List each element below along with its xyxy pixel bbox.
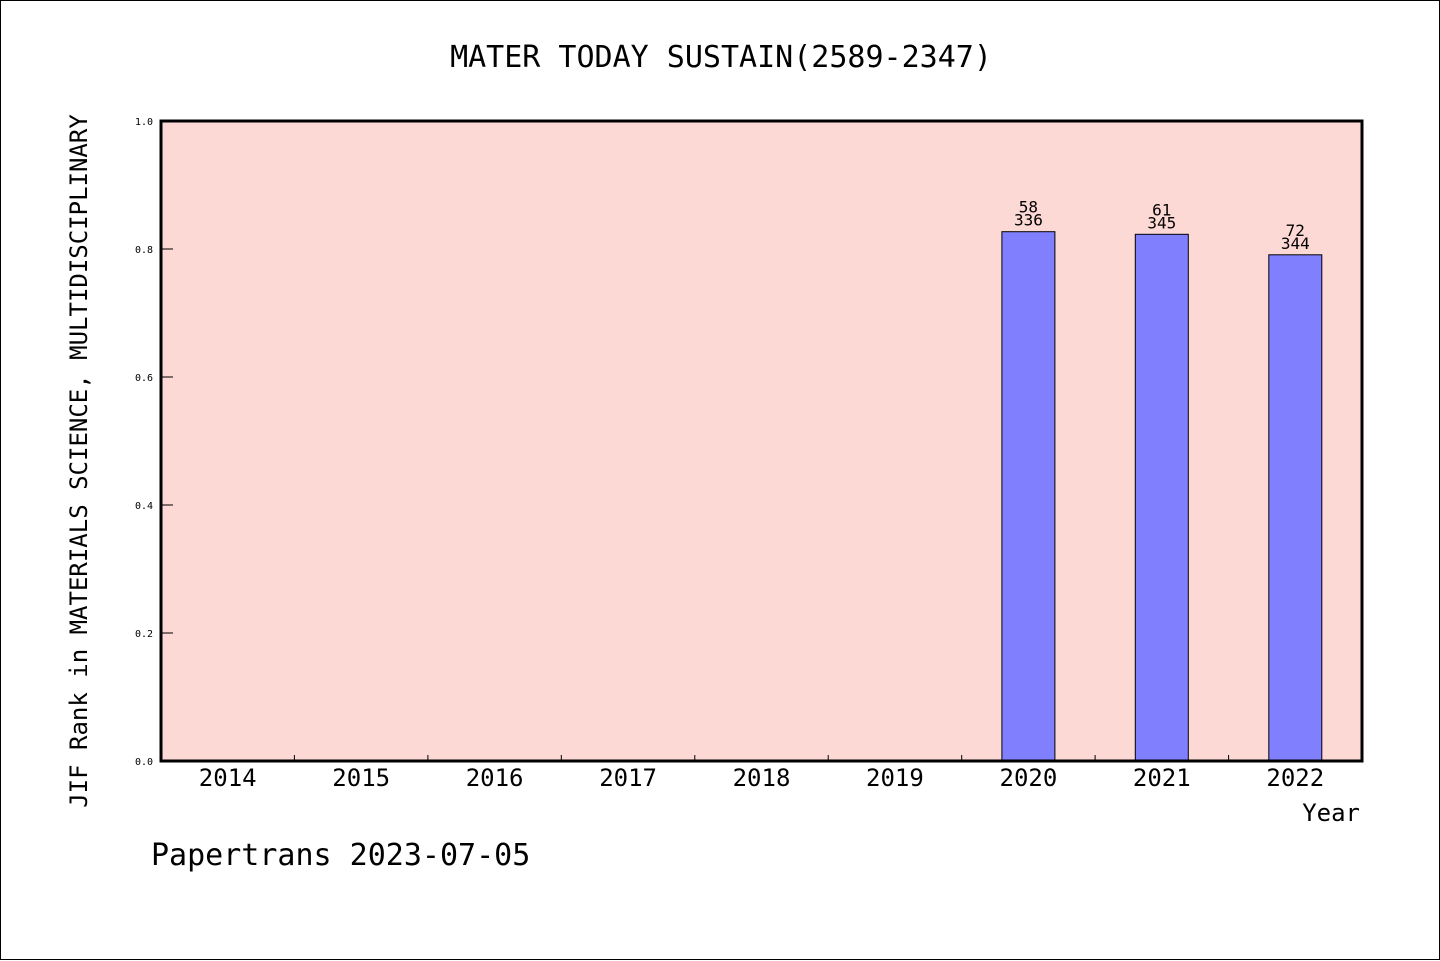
y-tick-label: 1.0 [135,117,153,128]
x-tick-label: 2020 [1000,764,1058,792]
x-tick-label: 2017 [599,764,657,792]
bar-2020 [1001,231,1056,762]
bar-2021 [1134,233,1189,762]
x-tick-label: 2016 [466,764,524,792]
y-tick-label: 0.6 [135,373,153,384]
plot-border [159,119,1364,763]
y-tick-label: 0.2 [135,629,153,640]
y-tick-label: 0.8 [135,245,153,256]
footer-credit: Papertrans 2023-07-05 [151,838,530,873]
y-tick-label: 0.0 [135,757,153,768]
x-tick-label: 2022 [1266,764,1324,792]
bar-rank-label: 58 [1019,198,1038,217]
bar-total-label: 336 [1014,211,1043,230]
chart-title: MATER TODAY SUSTAIN(2589-2347) [450,40,992,75]
x-tick-label: 2021 [1133,764,1191,792]
bar-rank-label: 61 [1152,200,1171,219]
bar-2022 [1268,254,1323,762]
y-axis-label: JIF Rank in MATERIALS SCIENCE, MULTIDISC… [65,114,93,808]
x-tick-label: 2019 [866,764,924,792]
x-tick-label: 2018 [733,764,791,792]
y-tick-label: 0.4 [135,501,153,512]
x-axis-label: Year [1302,799,1360,827]
bar-total-label: 344 [1281,234,1310,253]
x-ticks-group: 2014 2015 2016 2017 2018 2019 2020 2021 2022 [199,755,1324,792]
bar-total-label: 345 [1147,213,1176,232]
x-tick-label: 2014 [199,764,257,792]
x-tick-label: 2015 [332,764,390,792]
bar-rank-label: 72 [1286,221,1305,240]
bars-group [1001,231,1323,762]
